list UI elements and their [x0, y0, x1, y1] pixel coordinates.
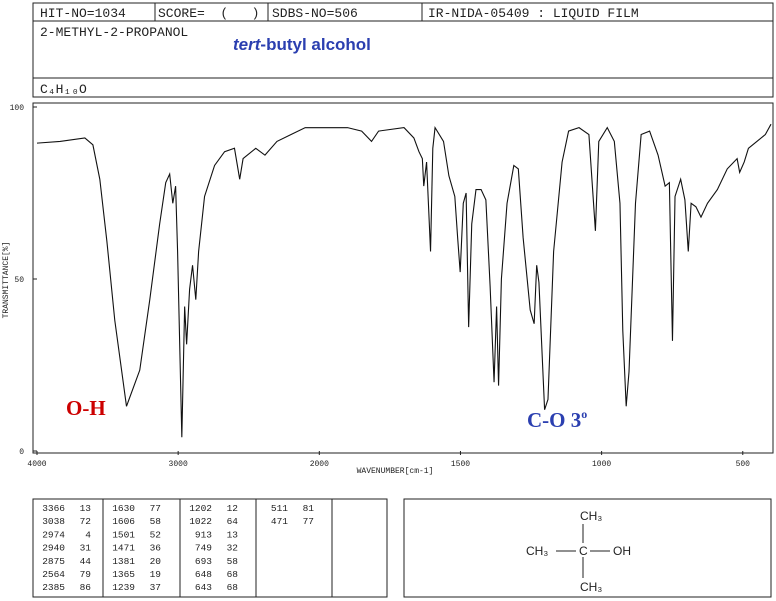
- peak-wavenumber: 648: [195, 569, 212, 580]
- peak-wavenumber: 1239: [112, 582, 135, 593]
- score: SCORE= ( ): [158, 6, 259, 21]
- peak-wavenumber: 1202: [189, 503, 212, 514]
- plot-frame: [32, 102, 774, 454]
- peak-transmittance: 37: [150, 582, 161, 593]
- compound-name: 2-METHYL-2-PROPANOL: [40, 25, 188, 40]
- structure-atom: CH₃: [580, 580, 602, 594]
- common-name-prefix: tert: [233, 35, 262, 54]
- peak-wavenumber: 693: [195, 556, 212, 567]
- y-axis-label: TRANSMITTANCE[%]: [2, 242, 11, 319]
- common-name-rest: -butyl alcohol: [260, 35, 371, 54]
- peak-wavenumber: 1022: [189, 516, 212, 527]
- structure-atom: CH₃: [580, 509, 602, 523]
- annotation-superscript: o: [581, 407, 587, 421]
- peak-wavenumber: 2940: [42, 543, 65, 554]
- peak-wavenumber: 913: [195, 529, 212, 540]
- peak-transmittance: 12: [227, 503, 239, 514]
- peak-transmittance: 58: [150, 516, 162, 527]
- peak-transmittance: 36: [150, 543, 162, 554]
- x-tick-label: 3000: [169, 460, 188, 469]
- peak-transmittance: 77: [150, 503, 161, 514]
- peak-wavenumber: 3038: [42, 516, 65, 527]
- annotation-text: C-O 3: [527, 408, 581, 432]
- peak-transmittance: 72: [80, 516, 92, 527]
- peak-wavenumber: 1606: [112, 516, 135, 527]
- y-tick-label: 0: [19, 448, 24, 457]
- peak-wavenumber: 1501: [112, 529, 135, 540]
- x-axis-label: WAVENUMBER[cm-1]: [357, 467, 434, 476]
- peak-transmittance: 13: [227, 529, 239, 540]
- x-tick-label: 4000: [27, 460, 46, 469]
- peak-transmittance: 68: [227, 582, 239, 593]
- formula: C₄H₁₀O: [40, 82, 87, 97]
- peak-wavenumber: 2385: [42, 582, 65, 593]
- peak-wavenumber: 511: [271, 503, 288, 514]
- peak-wavenumber: 1365: [112, 569, 135, 580]
- hit-no: HIT-NO=1034: [40, 6, 126, 21]
- x-tick-label: 1000: [592, 460, 611, 469]
- x-tick-label: 500: [736, 460, 751, 469]
- peak-transmittance: 13: [80, 503, 92, 514]
- peak-wavenumber: 1381: [112, 556, 135, 567]
- annotation: C-O 3o: [527, 407, 587, 432]
- peak-transmittance: 31: [80, 543, 92, 554]
- header-box: [32, 2, 774, 98]
- peak-transmittance: 64: [227, 516, 239, 527]
- annotation: O-H: [66, 396, 106, 420]
- peak-transmittance: 58: [227, 556, 239, 567]
- common-name: tert-butyl alcohol: [233, 35, 371, 54]
- peak-wavenumber: 2564: [42, 569, 65, 580]
- peak-transmittance: 52: [150, 529, 162, 540]
- y-tick-label: 50: [14, 276, 24, 285]
- peak-wavenumber: 1630: [112, 503, 135, 514]
- peak-transmittance: 20: [150, 556, 162, 567]
- peak-transmittance: 81: [303, 503, 315, 514]
- peak-transmittance: 44: [80, 556, 92, 567]
- spectrum-line: [36, 123, 772, 438]
- peak-wavenumber: 643: [195, 582, 212, 593]
- sdbs-no: SDBS-NO=506: [272, 6, 358, 21]
- peak-table-box: [32, 498, 388, 598]
- peak-transmittance: 19: [150, 569, 162, 580]
- peak-transmittance: 68: [227, 569, 239, 580]
- peak-wavenumber: 471: [271, 516, 288, 527]
- peak-transmittance: 79: [80, 569, 92, 580]
- x-tick-label: 2000: [310, 460, 329, 469]
- structure-atom: OH: [613, 544, 631, 558]
- peak-transmittance: 77: [303, 516, 314, 527]
- structure-atom: CH₃: [526, 544, 548, 558]
- source: IR-NIDA-05409 : LIQUID FILM: [428, 6, 639, 21]
- peak-wavenumber: 2974: [42, 529, 65, 540]
- y-tick-label: 100: [10, 104, 25, 113]
- x-tick-label: 1500: [451, 460, 470, 469]
- peak-wavenumber: 3366: [42, 503, 65, 514]
- peak-transmittance: 4: [85, 529, 91, 540]
- peak-transmittance: 32: [227, 543, 239, 554]
- peak-wavenumber: 1471: [112, 543, 135, 554]
- structure-atom: C: [579, 544, 588, 558]
- structure-box: [403, 498, 772, 598]
- peak-transmittance: 86: [80, 582, 92, 593]
- peak-wavenumber: 2875: [42, 556, 65, 567]
- peak-wavenumber: 749: [195, 543, 212, 554]
